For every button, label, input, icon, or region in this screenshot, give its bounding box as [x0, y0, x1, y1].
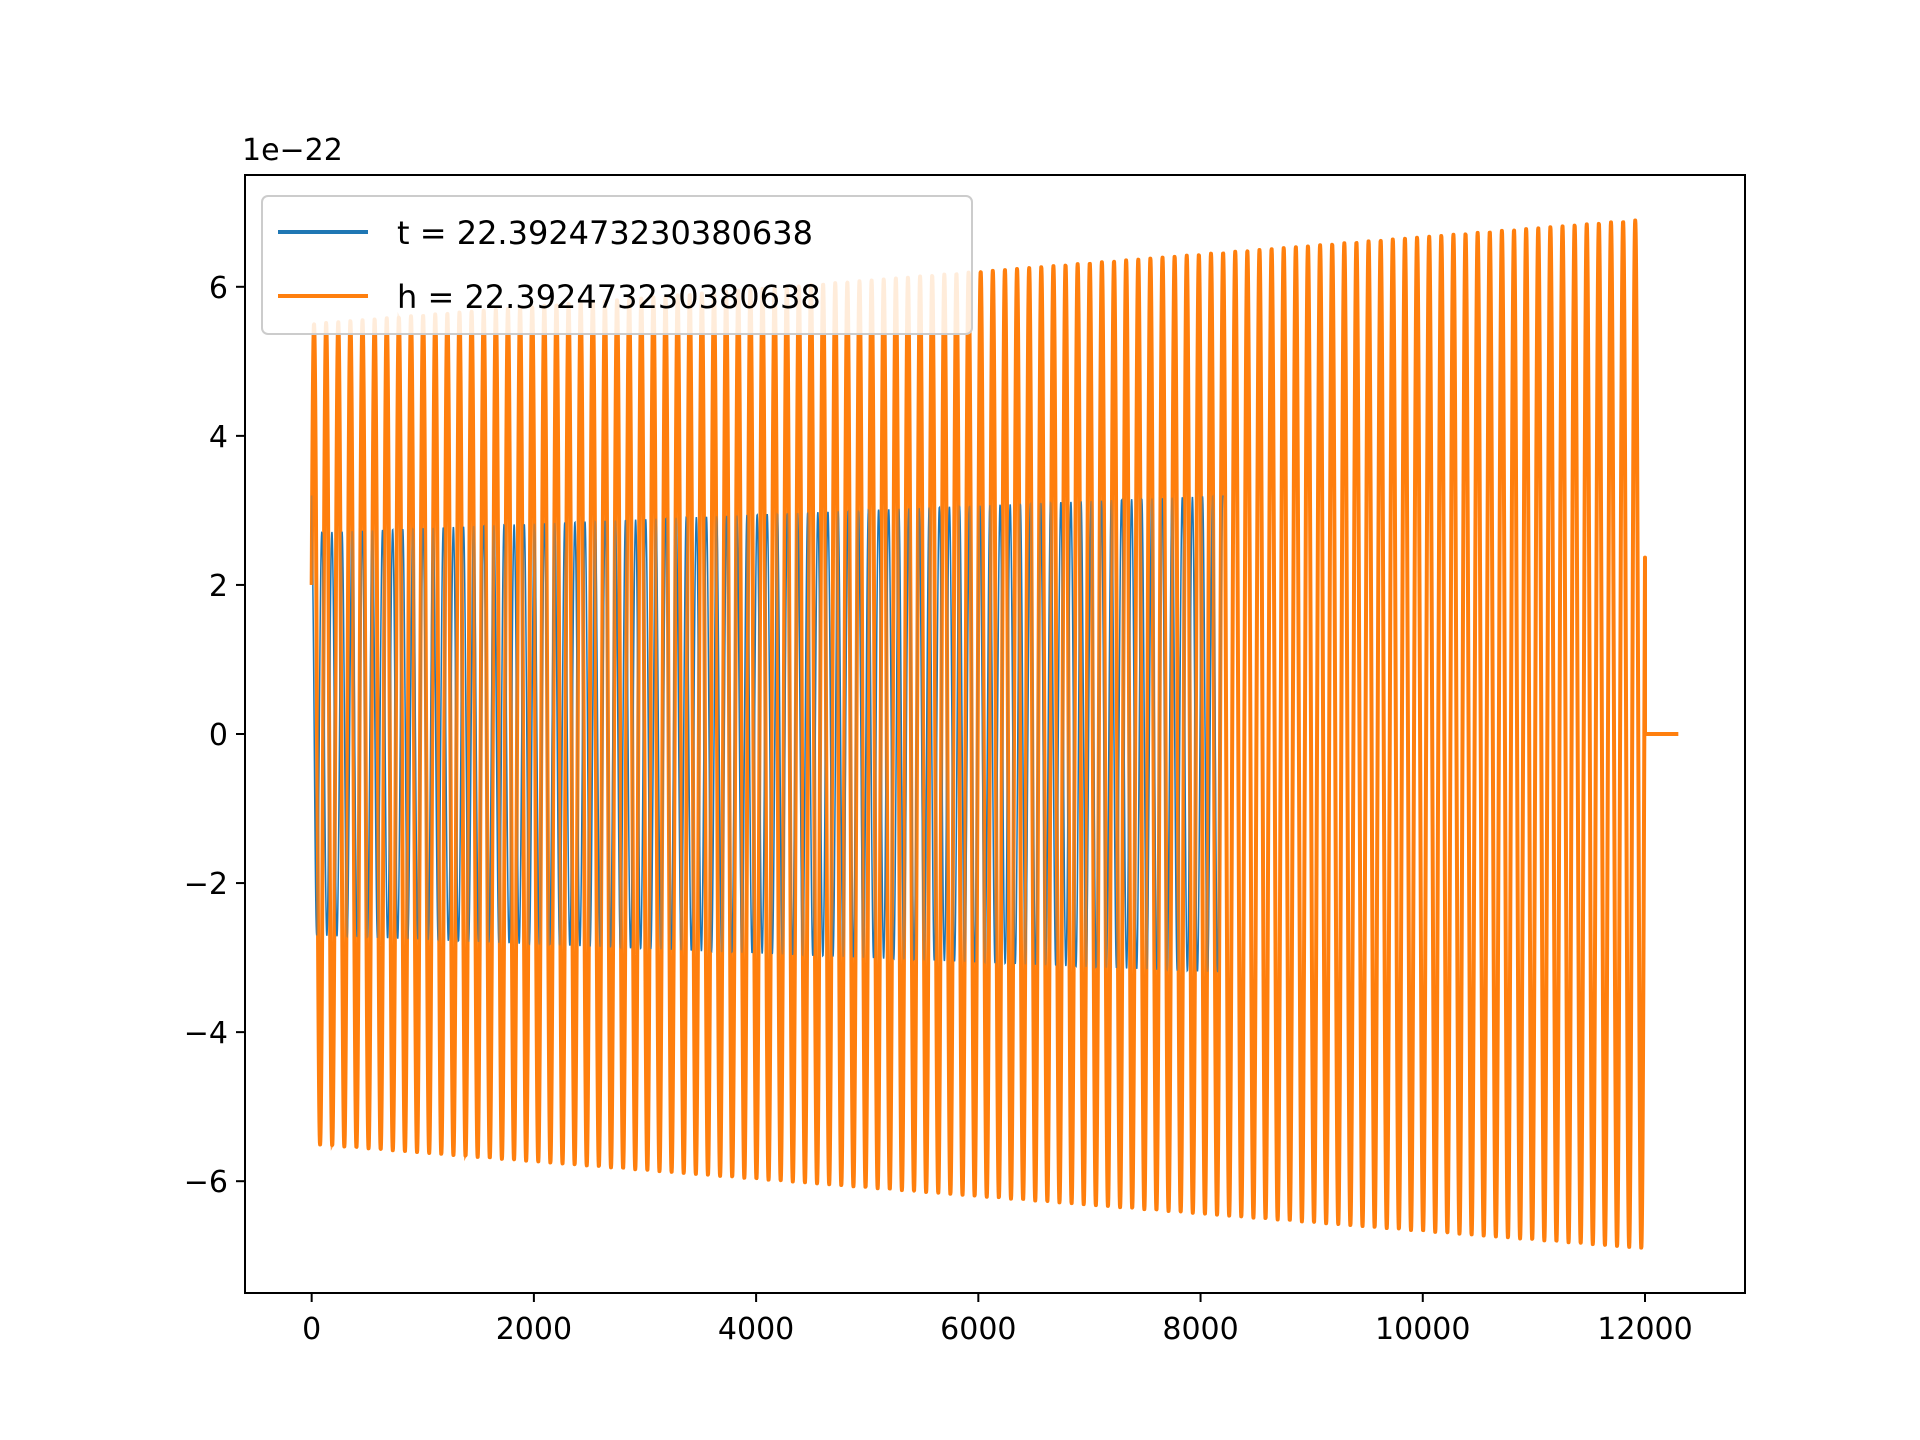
x-tick-label: 6000: [940, 1312, 1016, 1347]
x-tick-label: 4000: [718, 1312, 794, 1347]
legend-label: h = 22.392473230380638: [397, 278, 821, 316]
y-axis: −6 −4 −2 0 2 4 6: [184, 271, 245, 1200]
y-tick-label: 6: [209, 271, 228, 306]
legend: t = 22.392473230380638 h = 22.39247323038…: [261, 195, 973, 335]
y-tick-label: −6: [184, 1165, 228, 1200]
legend-box: [261, 195, 973, 335]
y-tick-label: 4: [209, 420, 228, 455]
x-tick-label: 2000: [496, 1312, 572, 1347]
legend-label: t = 22.392473230380638: [397, 214, 813, 252]
y-tick-label: −2: [184, 867, 228, 902]
y-axis-offset-text: 1e−22: [242, 133, 343, 168]
y-tick-label: −4: [184, 1016, 228, 1051]
x-tick-label: 10000: [1375, 1312, 1470, 1347]
x-tick-label: 8000: [1162, 1312, 1238, 1347]
y-tick-label: 0: [209, 718, 228, 753]
series-t-line: [310, 494, 1224, 973]
x-tick-label: 0: [302, 1312, 321, 1347]
series-layer: [309, 218, 1679, 1250]
x-axis: 0 2000 4000 6000 8000 10000 12000: [302, 1293, 1693, 1347]
series-h-overlay: [310, 220, 1647, 1248]
x-tick-label: 12000: [1597, 1312, 1692, 1347]
y-tick-label: 2: [209, 569, 228, 604]
